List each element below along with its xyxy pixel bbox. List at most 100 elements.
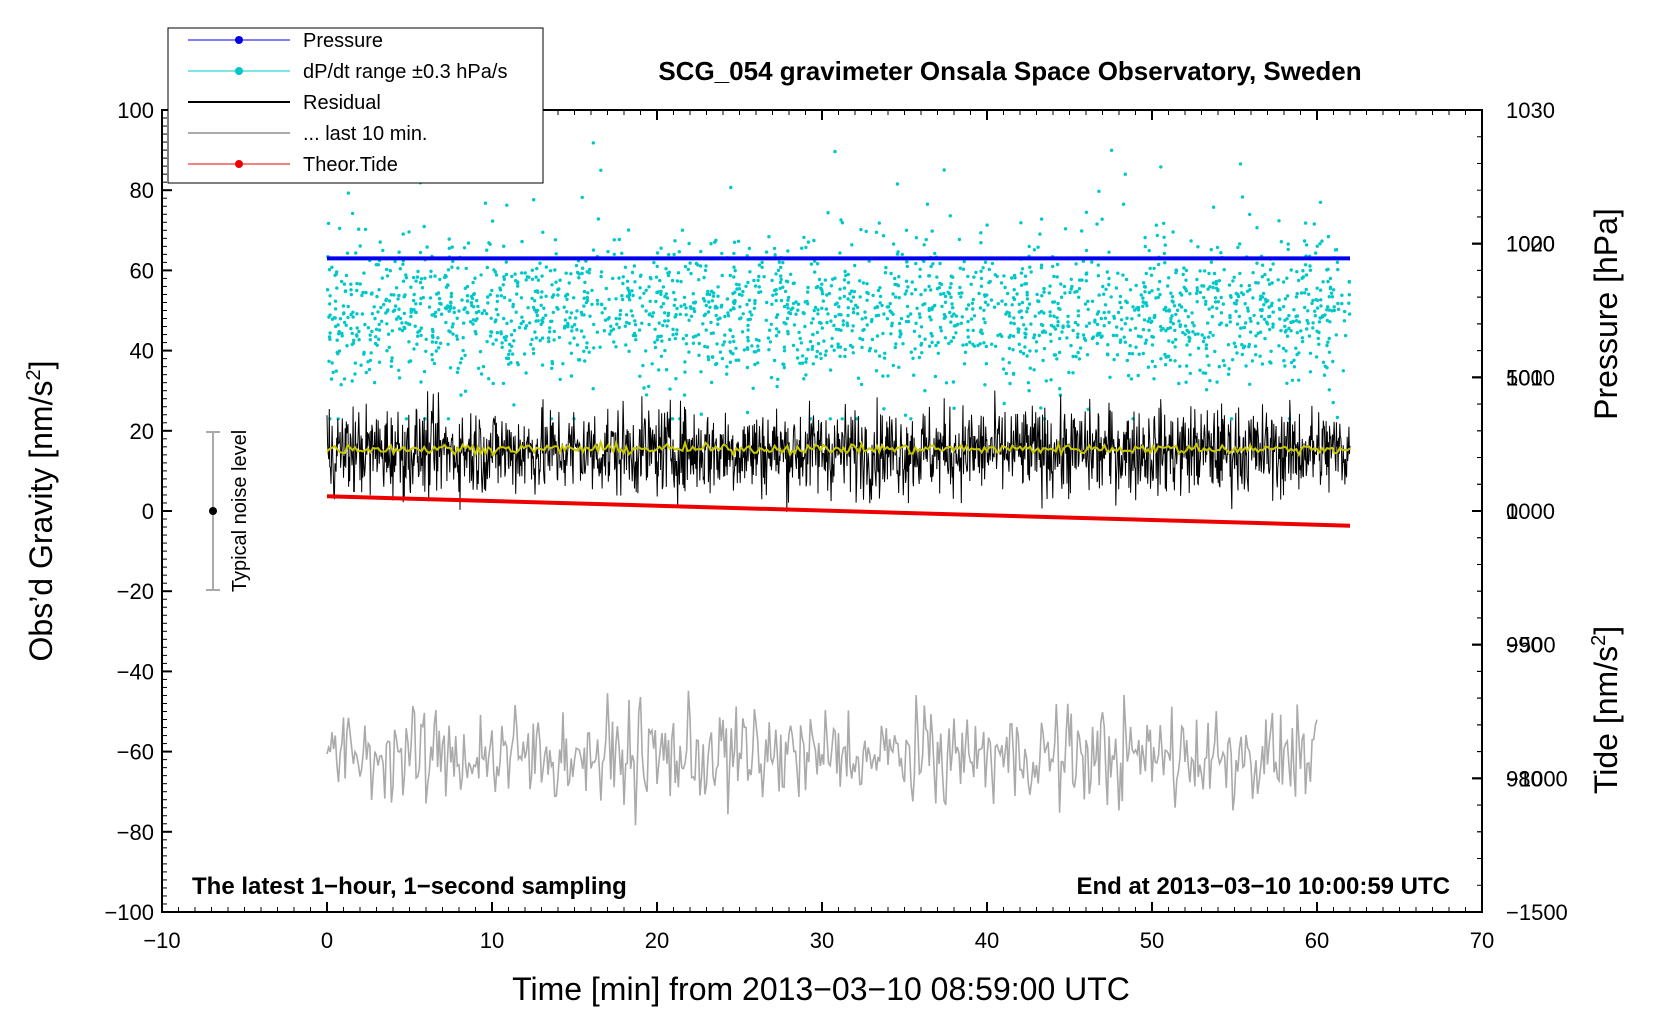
dpdt-point xyxy=(971,328,975,333)
dpdt-point xyxy=(718,350,723,354)
dpdt-point xyxy=(791,343,796,348)
dpdt-point xyxy=(686,267,690,272)
dpdt-point xyxy=(732,275,736,279)
dpdt-point xyxy=(696,333,701,337)
dpdt-point xyxy=(1147,248,1151,253)
dpdt-point xyxy=(948,285,952,290)
dpdt-point xyxy=(915,306,919,310)
dpdt-point xyxy=(1269,361,1273,365)
dpdt-point xyxy=(714,238,718,242)
dpdt-point xyxy=(1213,296,1218,300)
dpdt-point xyxy=(1115,333,1119,338)
dpdt-point xyxy=(1047,291,1052,295)
dpdt-point xyxy=(1174,337,1178,342)
dpdt-point xyxy=(1249,319,1253,323)
dpdt-point xyxy=(1326,305,1330,309)
dpdt-point xyxy=(1183,324,1188,328)
dpdt-point xyxy=(429,275,433,279)
dpdt-point xyxy=(878,301,882,305)
dpdt-point xyxy=(701,297,706,301)
dpdt-point xyxy=(482,309,486,313)
dpdt-point xyxy=(1098,331,1102,335)
dpdt-point xyxy=(1207,307,1211,311)
dpdt-point xyxy=(1021,351,1026,356)
dpdt-point xyxy=(1316,336,1321,341)
dpdt-point xyxy=(1317,342,1321,346)
dpdt-point xyxy=(1100,217,1104,221)
dpdt-point xyxy=(621,281,625,286)
y-tick-label-pressure: 1010 xyxy=(1506,365,1555,390)
dpdt-point xyxy=(1213,349,1217,354)
dpdt-point xyxy=(938,261,942,266)
dpdt-point xyxy=(444,320,448,325)
dpdt-point xyxy=(764,318,768,322)
dpdt-point xyxy=(925,202,930,206)
dpdt-point xyxy=(586,291,590,295)
dpdt-point xyxy=(1142,284,1147,289)
dpdt-point xyxy=(851,307,856,311)
dpdt-point xyxy=(1061,325,1065,330)
dpdt-point xyxy=(1188,292,1192,296)
dpdt-point xyxy=(328,313,332,317)
dpdt-point xyxy=(1177,319,1181,323)
dpdt-point xyxy=(449,300,453,304)
dpdt-point xyxy=(1010,276,1014,280)
dpdt-point xyxy=(466,311,470,315)
dpdt-point xyxy=(842,278,847,282)
dpdt-point xyxy=(1099,335,1103,339)
dpdt-point xyxy=(621,275,625,279)
dpdt-point xyxy=(535,308,540,312)
dpdt-point xyxy=(885,317,890,321)
dpdt-point xyxy=(1238,271,1242,276)
dpdt-point xyxy=(562,305,566,309)
dpdt-point xyxy=(1124,277,1129,282)
y-tick-label-left: −60 xyxy=(117,740,154,765)
dpdt-point xyxy=(1042,286,1046,291)
dpdt-point xyxy=(1077,295,1081,299)
dpdt-point xyxy=(828,368,833,372)
dpdt-point xyxy=(943,300,948,304)
dpdt-point xyxy=(540,336,545,340)
dpdt-point xyxy=(841,319,845,323)
dpdt-point xyxy=(913,287,918,292)
dpdt-point xyxy=(906,319,911,324)
dpdt-point xyxy=(701,322,705,326)
dpdt-point xyxy=(851,351,855,355)
dpdt-point xyxy=(917,355,922,360)
dpdt-point xyxy=(1134,345,1138,349)
dpdt-point xyxy=(1020,300,1025,305)
dpdt-point xyxy=(1214,282,1219,286)
dpdt-point xyxy=(684,342,689,346)
dpdt-point xyxy=(419,333,423,338)
dpdt-point xyxy=(1055,275,1059,279)
dpdt-point xyxy=(1202,336,1207,340)
dpdt-point xyxy=(737,358,741,362)
dpdt-point xyxy=(501,283,505,287)
dpdt-point xyxy=(1281,280,1286,284)
dpdt-point xyxy=(856,376,861,380)
dpdt-point xyxy=(1111,333,1116,338)
dpdt-point xyxy=(412,347,416,351)
dpdt-point xyxy=(488,293,492,297)
dpdt-point xyxy=(804,357,809,361)
dpdt-point xyxy=(1048,332,1053,336)
dpdt-point xyxy=(1325,308,1329,312)
dpdt-point xyxy=(731,334,735,339)
dpdt-point xyxy=(983,300,988,304)
dpdt-point xyxy=(419,380,423,384)
dpdt-point xyxy=(1032,336,1036,340)
dpdt-point xyxy=(960,291,964,295)
dpdt-point xyxy=(398,267,402,271)
dpdt-point xyxy=(722,340,727,344)
dpdt-point xyxy=(480,311,484,316)
dpdt-point xyxy=(465,284,470,289)
annotation-end-time: End at 2013−03−10 10:00:59 UTC xyxy=(1076,873,1450,900)
dpdt-point xyxy=(1180,293,1184,297)
dpdt-point xyxy=(856,312,860,316)
dpdt-point xyxy=(716,322,720,326)
dpdt-point xyxy=(797,330,801,335)
dpdt-point xyxy=(484,312,489,316)
dpdt-point xyxy=(966,303,971,307)
dpdt-point xyxy=(966,319,970,324)
dpdt-point xyxy=(1232,301,1237,305)
